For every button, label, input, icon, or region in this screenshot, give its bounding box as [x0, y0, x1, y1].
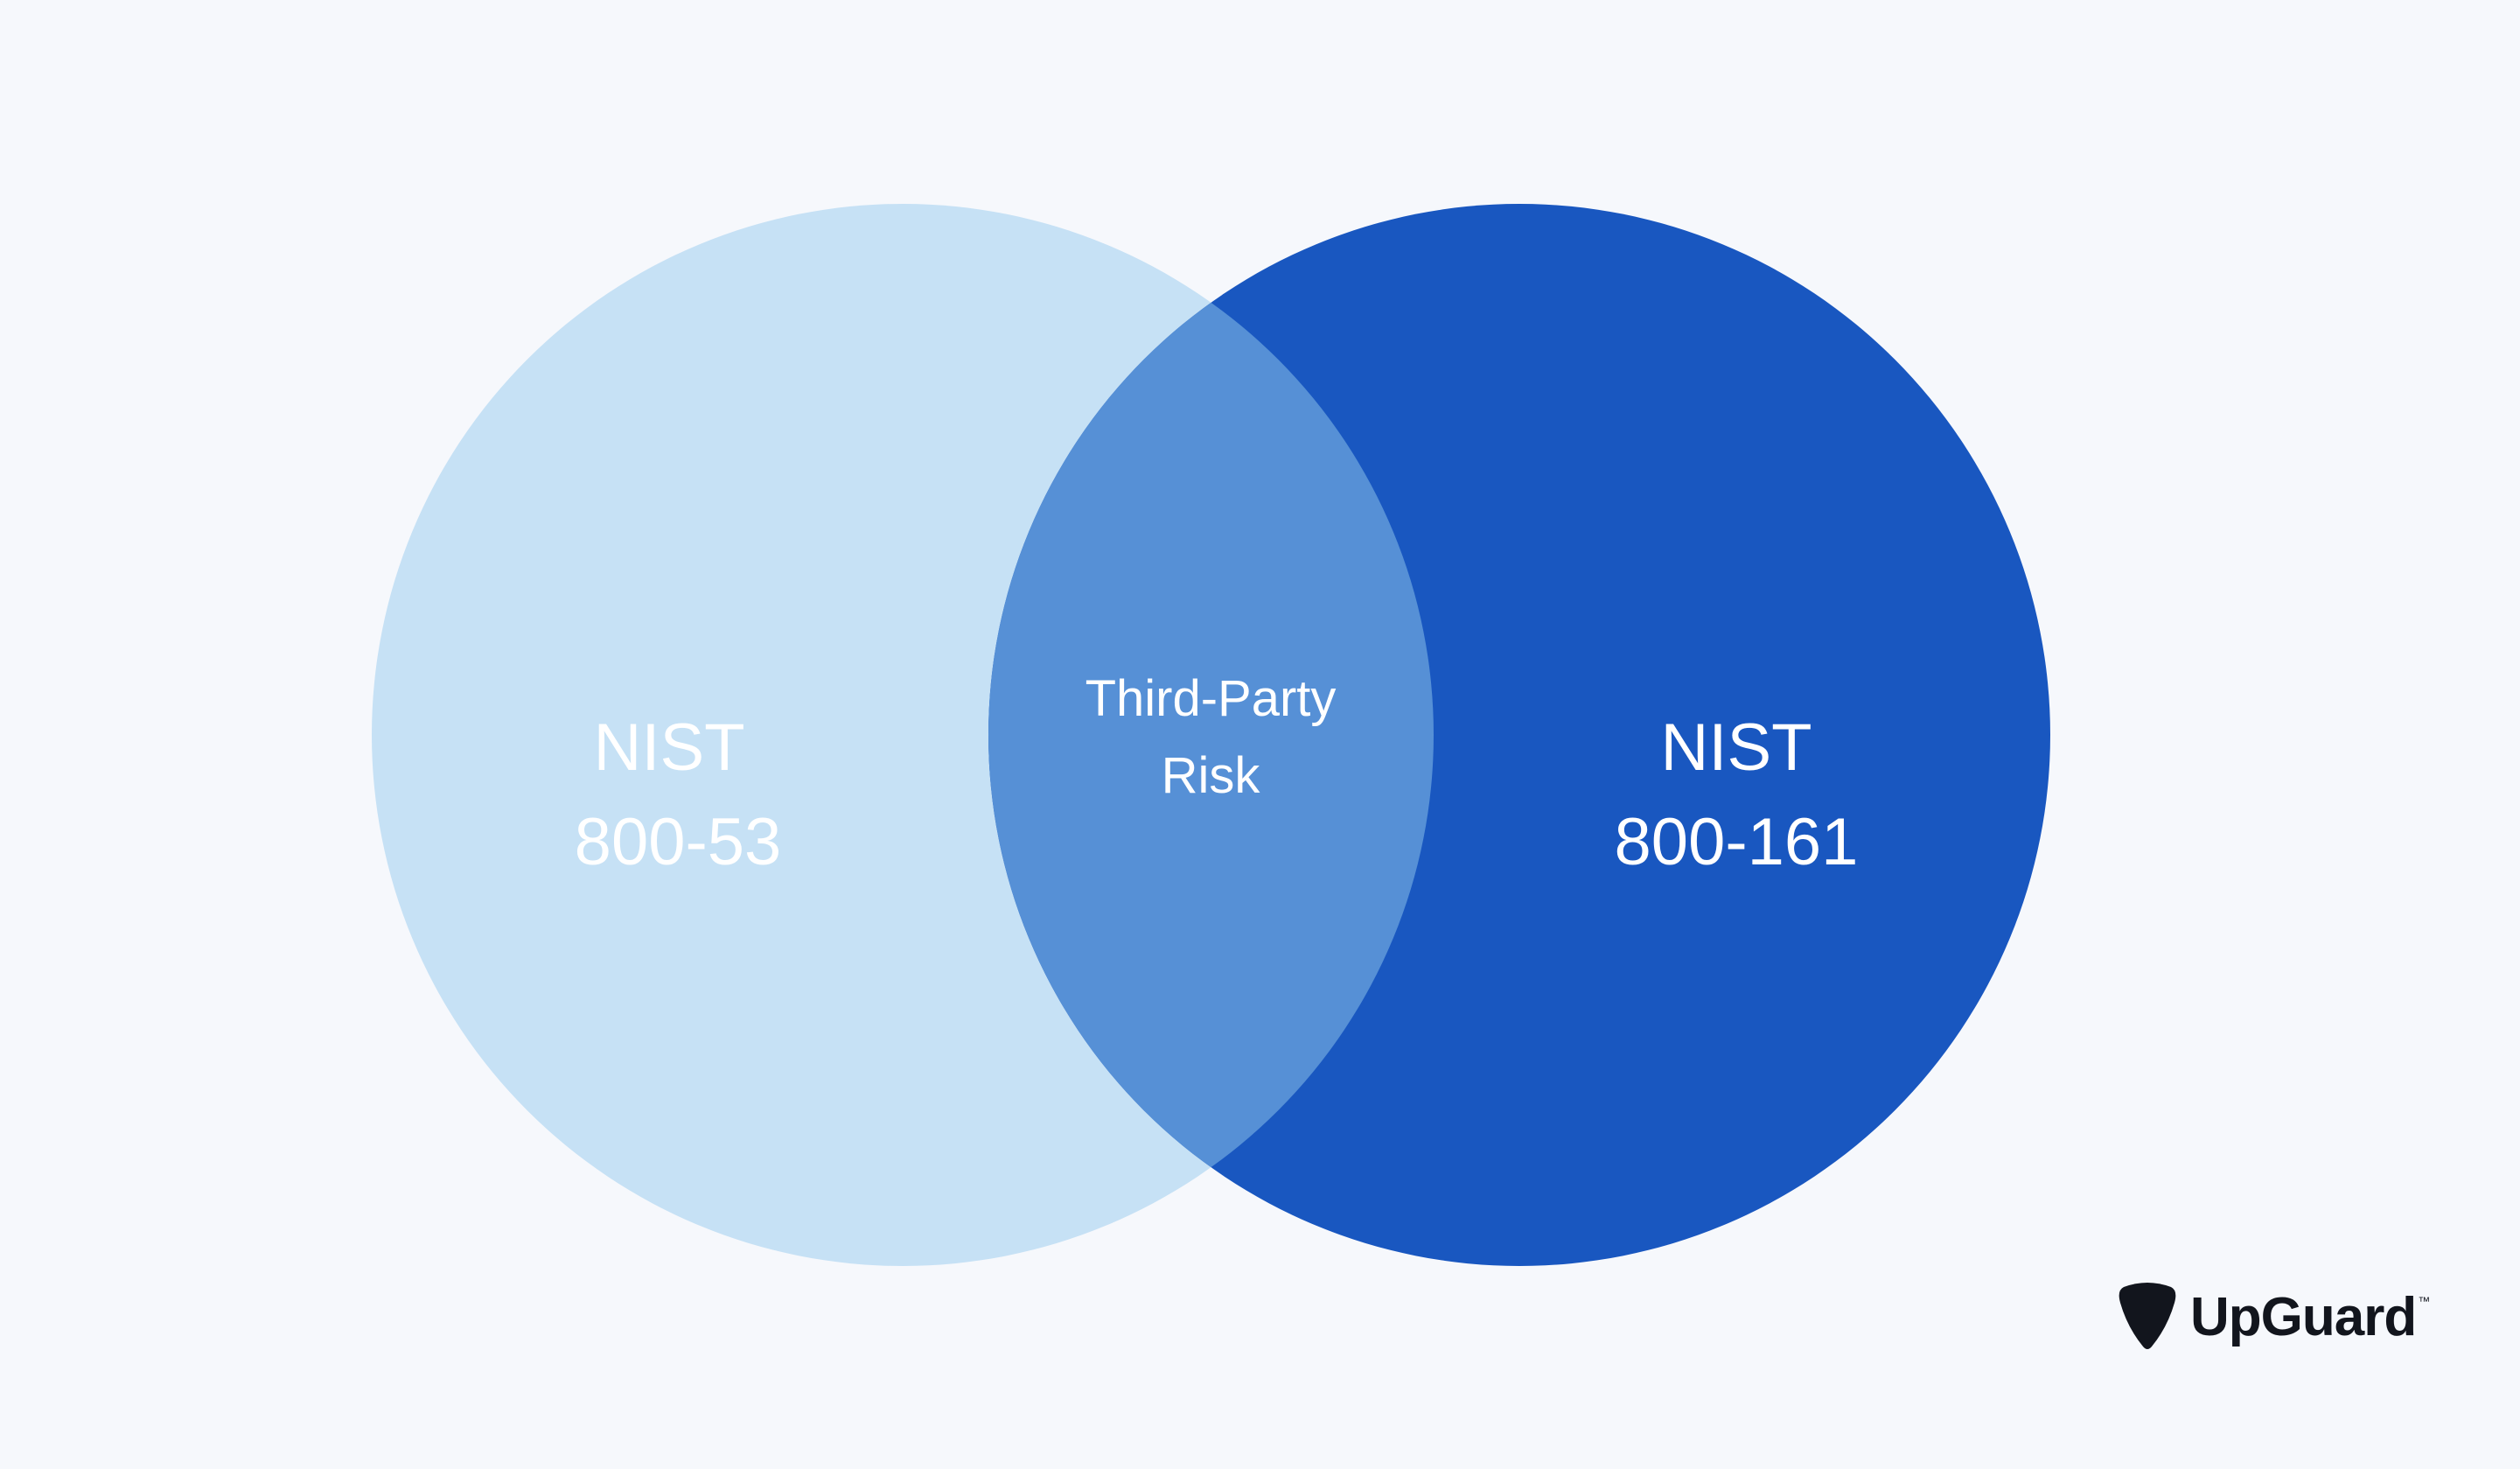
upguard-logo: UpGuard ™ [2117, 1282, 2430, 1352]
left-label-line1: NIST [593, 710, 744, 785]
upguard-shield-icon [2119, 1283, 2176, 1349]
overlap-label-line1: Third-Party [1085, 670, 1337, 727]
overlap-label-line2: Risk [1162, 747, 1261, 804]
overlap-region [988, 204, 1434, 1266]
left-label-line2: 800-53 [575, 805, 782, 879]
upguard-logo-trademark: ™ [2418, 1294, 2431, 1308]
right-label-line1: NIST [1660, 710, 1811, 785]
upguard-logo-text: UpGuard [2190, 1286, 2417, 1347]
right-label-line2: 800-161 [1615, 805, 1859, 879]
